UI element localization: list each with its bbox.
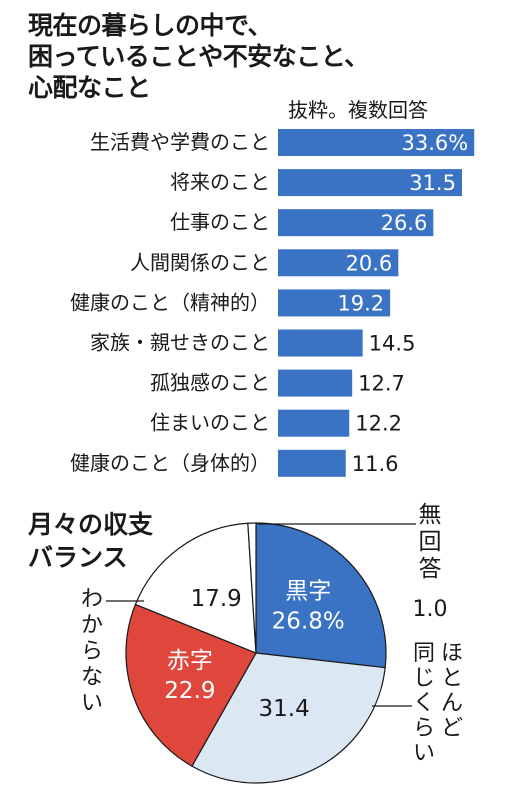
bar bbox=[278, 449, 346, 477]
bar-value-label: 11.6 bbox=[352, 452, 399, 476]
bar-category-label: 生活費や学費のこと bbox=[90, 130, 270, 154]
pie-slice-label: 黒字 bbox=[285, 578, 331, 604]
title-line-1: 現在の暮らしの中で、 bbox=[28, 11, 273, 40]
bar-value-label: 31.5 bbox=[409, 171, 456, 195]
pie-outer-label: ほとんど bbox=[441, 641, 463, 741]
bar-category-label: 住まいのこと bbox=[150, 411, 270, 435]
bar bbox=[278, 369, 353, 397]
pie-slice bbox=[125, 603, 257, 767]
bar-value-label: 19.2 bbox=[337, 291, 384, 315]
bar-category-label: 人間関係のこと bbox=[130, 250, 270, 274]
pie-outer-label: 同じくらい bbox=[413, 641, 435, 766]
pie-slice-label: 赤字 bbox=[167, 648, 213, 674]
chart-title: 現在の暮らしの中で、 困っていることや不安なこと、 心配なこと bbox=[28, 10, 369, 103]
bar bbox=[278, 209, 434, 237]
bar-value-label: 12.7 bbox=[358, 372, 405, 396]
pie-slice bbox=[134, 522, 257, 654]
pie-value-label: 31.4 bbox=[259, 696, 310, 722]
bar-value-label: 14.5 bbox=[369, 332, 416, 356]
pie-outer-label: 無回答 bbox=[419, 502, 442, 582]
bar-value-label: 20.6 bbox=[346, 251, 393, 275]
pie-value-label: 26.8% bbox=[272, 608, 345, 634]
pie-title-line-2: バランス bbox=[28, 543, 128, 572]
bar-category-label: 孤独感のこと bbox=[150, 371, 270, 395]
pie-value-label: 22.9 bbox=[164, 678, 215, 704]
bar-category-label: 仕事のこと bbox=[170, 210, 270, 234]
bar-category-label: 健康のこと（身体的） bbox=[70, 451, 270, 475]
bar bbox=[278, 289, 391, 317]
pie-slice bbox=[191, 652, 386, 784]
pie-slice bbox=[247, 522, 257, 654]
bar bbox=[278, 249, 399, 277]
pie-value-label: 1.0 bbox=[413, 597, 448, 622]
bar bbox=[278, 329, 363, 357]
bar-category-label: 家族・親せきのこと bbox=[90, 331, 270, 355]
bar bbox=[278, 169, 462, 197]
title-line-2: 困っていることや不安なこと、 bbox=[28, 42, 369, 71]
bar-value-label: 33.6% bbox=[402, 131, 469, 155]
pie-outer-label: わからない bbox=[81, 587, 103, 716]
pie-title: 月々の収支 バランス bbox=[28, 508, 153, 574]
bar-category-label: 健康のこと（精神的） bbox=[70, 290, 270, 314]
bar-value-label: 26.6 bbox=[381, 211, 428, 235]
pie-value-label: 17.9 bbox=[191, 586, 242, 612]
pie-title-line-1: 月々の収支 bbox=[28, 510, 154, 539]
bar bbox=[278, 129, 475, 156]
bar-category-label: 将来のこと bbox=[170, 170, 270, 194]
chart-note: 抜粋。複数回答 bbox=[288, 98, 428, 122]
bar-value-label: 12.2 bbox=[355, 412, 402, 436]
title-line-3: 心配なこと bbox=[28, 73, 151, 102]
bar bbox=[278, 409, 350, 437]
pie-slice bbox=[255, 522, 387, 669]
